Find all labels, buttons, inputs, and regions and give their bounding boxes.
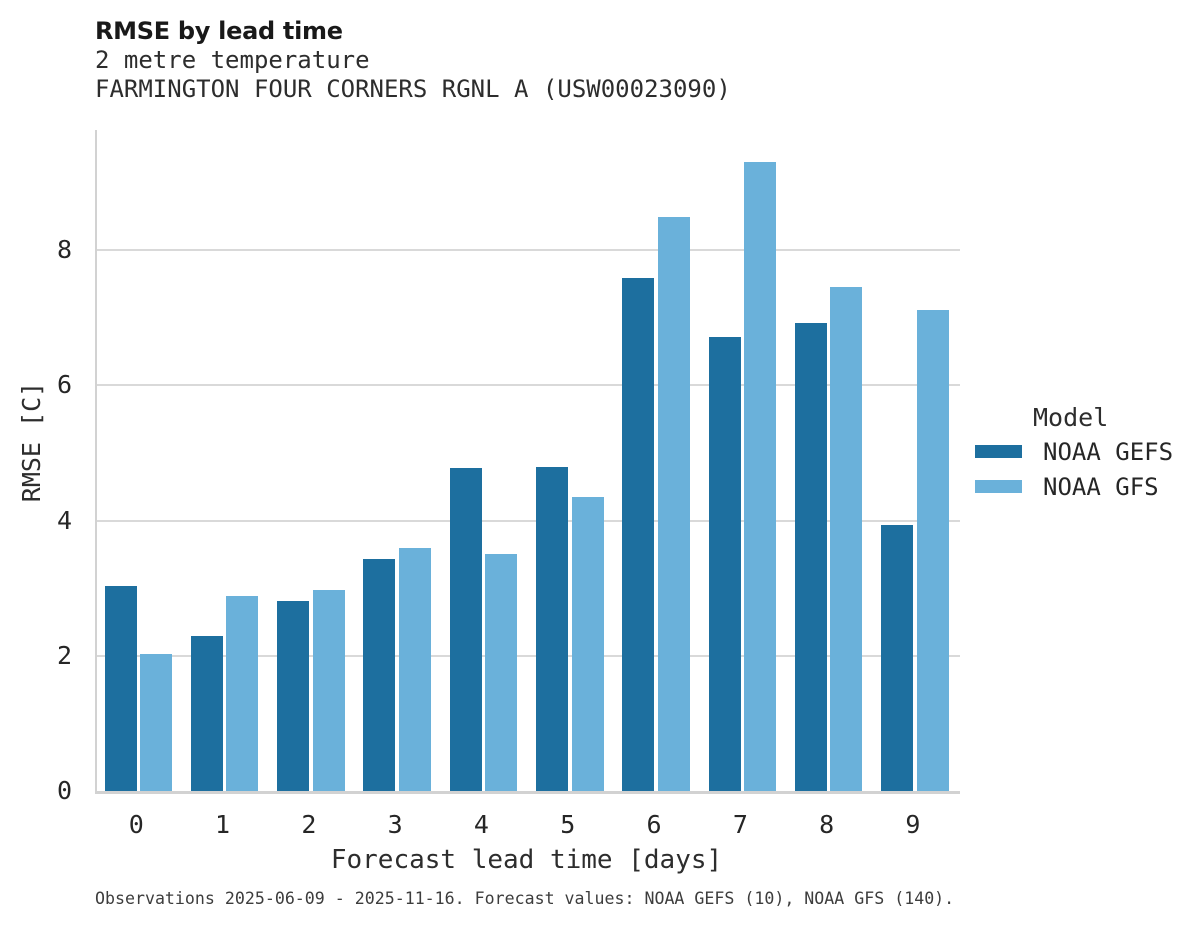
- bar-noaa-gefs-day-0: [104, 586, 137, 791]
- x-tick-label-0: 0: [128, 810, 144, 839]
- bar-noaa-gfs-day-6: [657, 216, 690, 791]
- bar-noaa-gfs-day-5: [571, 497, 604, 791]
- legend-entry-noaa-gefs: NOAA GEFS: [975, 435, 1173, 468]
- bar-noaa-gefs-day-2: [277, 601, 310, 791]
- x-tick-label-6: 6: [646, 810, 662, 839]
- bar-noaa-gefs-day-9: [881, 524, 914, 791]
- bar-noaa-gfs-day-3: [398, 547, 431, 791]
- x-tick-label-8: 8: [819, 810, 835, 839]
- y-tick-label-6: 6: [56, 370, 72, 400]
- x-tick-label-5: 5: [560, 810, 576, 839]
- x-tick-label-1: 1: [215, 810, 231, 839]
- legend-entry-noaa-gfs: NOAA GFS: [975, 470, 1173, 503]
- x-tick-label-9: 9: [905, 810, 921, 839]
- gridline-y-2: [97, 654, 960, 657]
- legend: Model NOAA GEFS NOAA GFS: [975, 403, 1173, 503]
- y-tick-label-8: 8: [56, 235, 72, 265]
- gridline-y-4: [97, 519, 960, 522]
- bar-noaa-gfs-day-4: [485, 553, 518, 791]
- legend-swatch-noaa-gefs: [975, 445, 1022, 458]
- y-tick-label-4: 4: [56, 505, 72, 535]
- y-axis-title: RMSE [C]: [17, 381, 46, 503]
- chart-title: RMSE by lead time: [95, 17, 343, 45]
- plot-area: [95, 130, 960, 794]
- bar-noaa-gefs-day-7: [708, 336, 741, 791]
- legend-label-noaa-gfs: NOAA GFS: [1043, 472, 1159, 501]
- bar-noaa-gefs-day-5: [536, 467, 568, 791]
- gridline-y-6: [97, 384, 960, 387]
- y-tick-label-2: 2: [56, 640, 72, 670]
- y-tick-label-0: 0: [56, 776, 72, 805]
- legend-title: Model: [1033, 403, 1109, 432]
- gridline-y-8: [97, 249, 960, 252]
- bar-noaa-gefs-day-8: [794, 322, 827, 791]
- title-block: RMSE by lead time 2 metre temperature FA…: [95, 16, 731, 104]
- bar-noaa-gfs-day-0: [140, 654, 172, 791]
- bar-noaa-gfs-day-8: [830, 286, 863, 791]
- x-axis-title: Forecast lead time [days]: [330, 845, 723, 875]
- bar-noaa-gefs-day-6: [622, 278, 655, 791]
- bar-noaa-gefs-day-3: [363, 558, 396, 791]
- bar-noaa-gfs-day-2: [312, 590, 345, 791]
- x-tick-label-3: 3: [387, 810, 403, 839]
- legend-swatch-noaa-gfs: [975, 480, 1022, 493]
- x-tick-label-4: 4: [473, 810, 489, 839]
- bar-noaa-gefs-day-4: [449, 467, 482, 791]
- x-tick-label-7: 7: [732, 810, 748, 839]
- x-tick-label-2: 2: [301, 810, 317, 839]
- figure-caption: Observations 2025-06-09 - 2025-11-16. Fo…: [95, 889, 955, 908]
- bar-noaa-gfs-day-1: [226, 596, 259, 791]
- legend-label-noaa-gefs: NOAA GEFS: [1043, 437, 1174, 466]
- chart-subtitle-station: FARMINGTON FOUR CORNERS RGNL A (USW00023…: [95, 75, 731, 103]
- chart-subtitle-variable: 2 metre temperature: [95, 46, 370, 74]
- bar-noaa-gfs-day-9: [916, 310, 949, 791]
- bar-noaa-gefs-day-1: [190, 635, 223, 791]
- bar-noaa-gfs-day-7: [744, 161, 777, 791]
